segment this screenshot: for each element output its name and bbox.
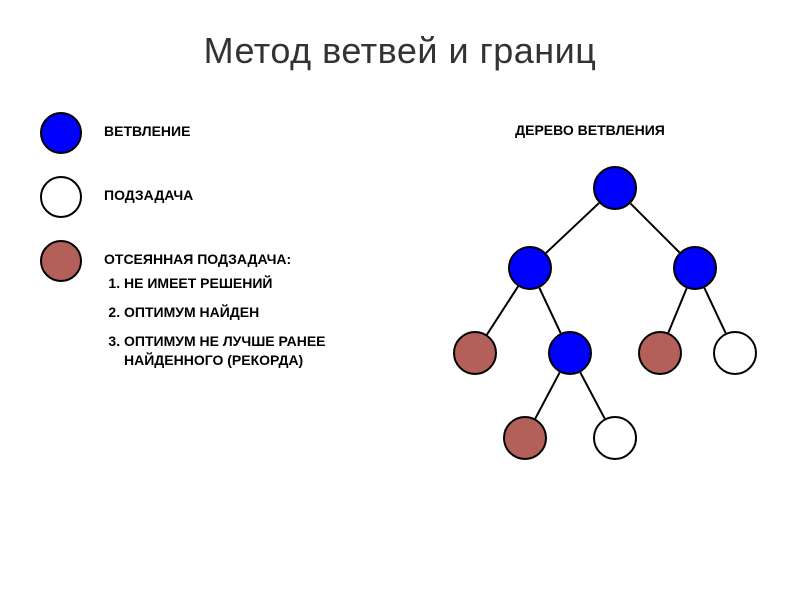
tree-node: [508, 246, 552, 290]
tree-node: [503, 416, 547, 460]
legend-label: ОТСЕЯННАЯ ПОДЗАДАЧА:: [104, 240, 400, 268]
tree-edge: [668, 288, 686, 332]
tree-column: ДЕРЕВО ВЕТВЛЕНИЯ: [400, 92, 760, 468]
pruned-reasons-list: НЕ ИМЕЕТ РЕШЕНИЙ ОПТИМУМ НАЙДЕН ОПТИМУМ …: [104, 274, 400, 370]
tree-edge: [580, 372, 604, 418]
tree-edge: [704, 288, 725, 333]
circle-icon: [40, 112, 82, 154]
circle-icon: [40, 240, 82, 282]
tree-title: ДЕРЕВО ВЕТВЛЕНИЯ: [420, 92, 760, 148]
list-item: ОПТИМУМ НАЙДЕН: [124, 303, 400, 322]
tree-node: [593, 166, 637, 210]
tree-node: [593, 416, 637, 460]
legend-column: ВЕТВЛЕНИЕ ПОДЗАДАЧА ОТСЕЯННАЯ ПОДЗАДАЧА:…: [40, 92, 400, 468]
content-area: ВЕТВЛЕНИЕ ПОДЗАДАЧА ОТСЕЯННАЯ ПОДЗАДАЧА:…: [0, 92, 800, 468]
tree-edge: [535, 372, 559, 418]
legend-item-branching: ВЕТВЛЕНИЕ: [40, 112, 400, 154]
tree-edges: [420, 148, 760, 468]
legend-label: ПОДЗАДАЧА: [104, 176, 193, 204]
tree-edge: [546, 203, 599, 253]
tree-node: [673, 246, 717, 290]
tree-edge: [631, 204, 680, 253]
legend-label: ВЕТВЛЕНИЕ: [104, 112, 190, 140]
tree-diagram: [420, 148, 760, 468]
tree-node: [453, 331, 497, 375]
tree-node: [548, 331, 592, 375]
legend-item-subtask: ПОДЗАДАЧА: [40, 176, 400, 218]
legend-item-pruned: ОТСЕЯННАЯ ПОДЗАДАЧА: НЕ ИМЕЕТ РЕШЕНИЙ ОП…: [40, 240, 400, 380]
legend-block: ОТСЕЯННАЯ ПОДЗАДАЧА: НЕ ИМЕЕТ РЕШЕНИЙ ОП…: [104, 240, 400, 380]
tree-node: [713, 331, 757, 375]
circle-icon: [40, 176, 82, 218]
list-item: ОПТИМУМ НЕ ЛУЧШЕ РАНЕЕ НАЙДЕННОГО (РЕКОР…: [124, 332, 400, 370]
list-item: НЕ ИМЕЕТ РЕШЕНИЙ: [124, 274, 400, 293]
slide-title: Метод ветвей и границ: [0, 0, 800, 92]
tree-edge: [539, 288, 560, 333]
tree-node: [638, 331, 682, 375]
tree-edge: [487, 286, 518, 334]
